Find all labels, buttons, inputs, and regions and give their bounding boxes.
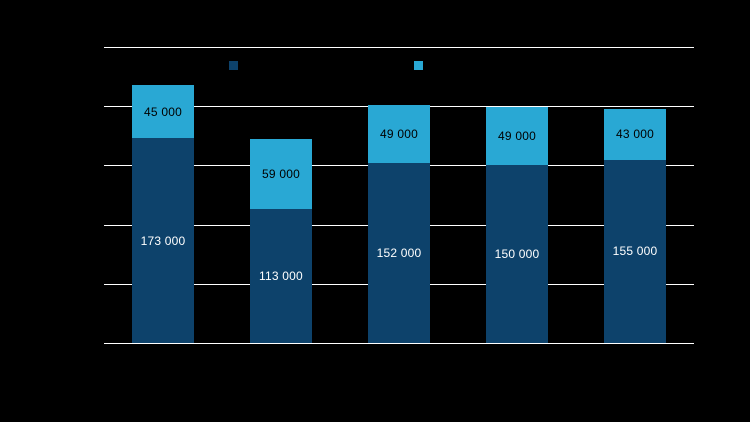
bar-2-top-segment-value-label: 59 000 bbox=[262, 167, 300, 181]
bar-4-top-segment bbox=[486, 107, 548, 165]
bar-5-bottom-segment bbox=[604, 159, 666, 343]
x-axis-line bbox=[104, 343, 694, 344]
bar-4-bottom-segment bbox=[486, 165, 548, 343]
gridline bbox=[104, 47, 694, 48]
legend-marker-series-1-marker bbox=[229, 61, 238, 70]
bar-1-top-segment bbox=[132, 85, 194, 138]
bar-3-bottom-segment-value-label: 152 000 bbox=[376, 246, 422, 260]
bar-1-bottom-segment bbox=[132, 138, 194, 343]
legend-marker-series-2-marker bbox=[414, 61, 423, 70]
bar-2-bottom-segment-value-label: 113 000 bbox=[259, 269, 303, 283]
bar-2-top-segment bbox=[250, 139, 312, 209]
bar-4-bottom-segment-value-label: 150 000 bbox=[494, 247, 540, 261]
bar-2-bottom-segment bbox=[250, 209, 312, 343]
bar-1-bottom-segment-value-label: 173 000 bbox=[140, 234, 186, 248]
bar-3-top-segment bbox=[368, 105, 430, 163]
bar-4-top-segment-value-label: 49 000 bbox=[498, 129, 536, 143]
bar-3-bottom-segment bbox=[368, 163, 430, 343]
bar-5-top-segment-value-label: 43 000 bbox=[616, 127, 654, 141]
bar-5-top-segment bbox=[604, 109, 666, 160]
bar-5-bottom-segment-value-label: 155 000 bbox=[612, 244, 658, 258]
bar-1-top-segment-value-label: 45 000 bbox=[144, 105, 182, 119]
bar-3-top-segment-value-label: 49 000 bbox=[380, 127, 418, 141]
